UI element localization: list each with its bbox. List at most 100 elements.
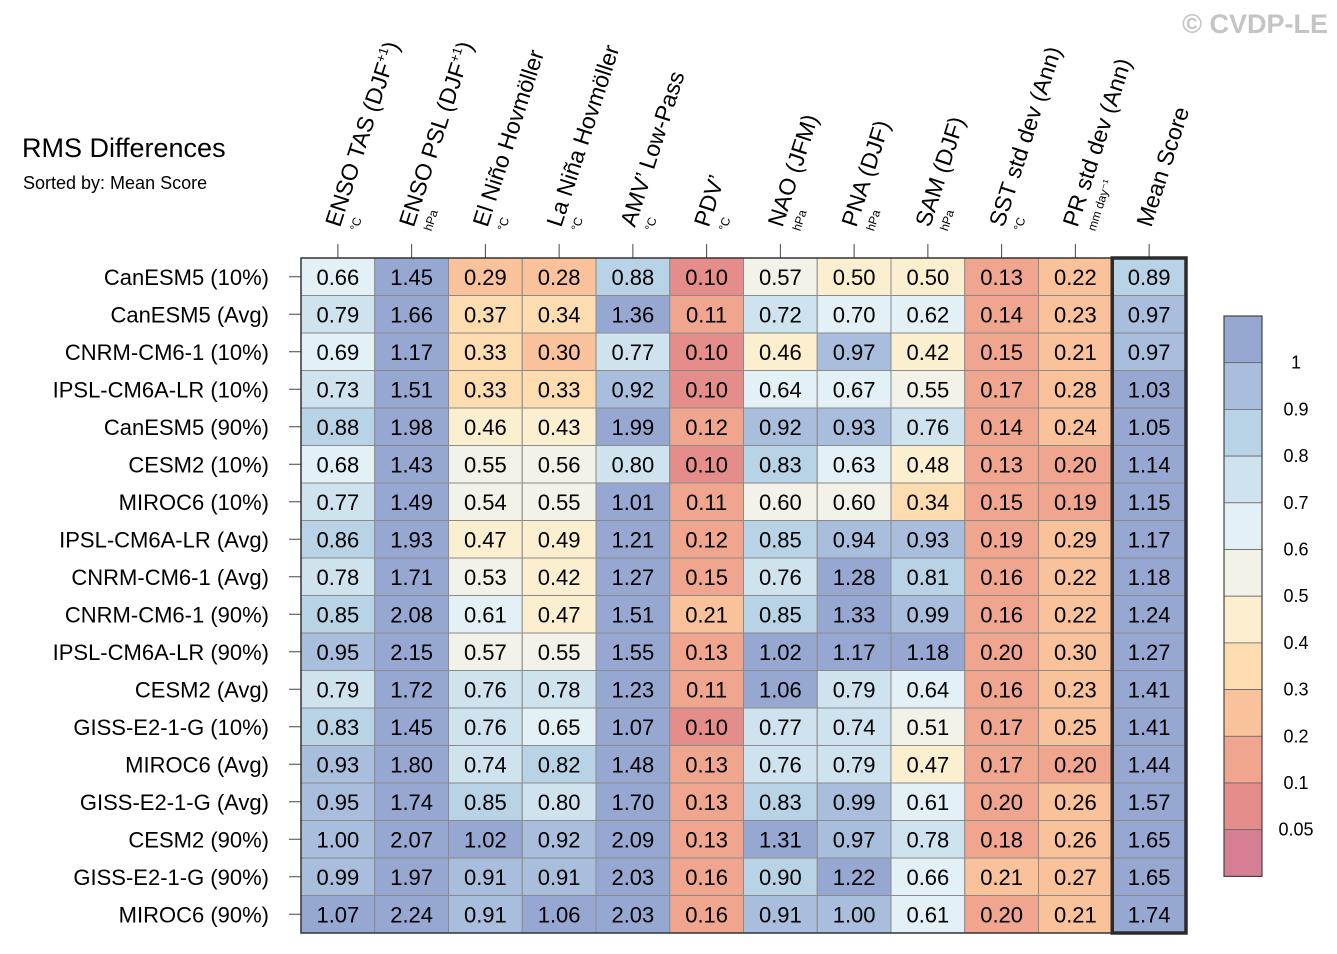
heatmap-cell: [374, 745, 449, 784]
column-label: PNA (DJF): [836, 117, 895, 230]
heatmap-cell: [1038, 707, 1113, 746]
cell-value: 0.10: [685, 715, 728, 740]
mean-score-highlight: [1110, 256, 1188, 935]
cell-value: 0.76: [759, 565, 802, 590]
column-unit: °C: [347, 215, 365, 232]
cell-value: 1.27: [1128, 640, 1171, 665]
heatmap-cell: [669, 482, 744, 521]
cell-value: 0.15: [685, 565, 728, 590]
chart-subtitle: Sorted by: Mean Score: [23, 173, 207, 193]
cell-value: 0.61: [464, 602, 507, 627]
heatmap-cell: [521, 707, 597, 746]
cell-value: 1.43: [390, 452, 433, 477]
cell-value: 0.20: [1054, 752, 1097, 777]
cell-value: 0.74: [464, 752, 507, 777]
column-label-text: La Niña Hovmöller: [541, 41, 624, 229]
column-header: PDV’°C: [689, 172, 734, 233]
cell-value: 1.02: [759, 640, 802, 665]
heatmap-cell: [300, 407, 376, 446]
cell-value: 0.10: [685, 340, 728, 365]
cell-value: 0.51: [906, 715, 949, 740]
cell-value: 0.12: [685, 527, 728, 552]
cell-value: 0.97: [1128, 340, 1171, 365]
column-unit: °C: [495, 215, 513, 232]
cell-value: 0.55: [538, 490, 581, 515]
heatmap-cell: [964, 370, 1039, 409]
cell-value: 1.33: [833, 602, 876, 627]
heatmap-cell: [669, 782, 744, 821]
cell-value: 0.55: [906, 377, 949, 402]
cell-value: 0.68: [316, 452, 359, 477]
heatmap-cell: [448, 557, 523, 596]
cell-value: 0.89: [1128, 265, 1171, 290]
heatmap-cell: [374, 520, 449, 559]
heatmap-cell: [816, 557, 892, 596]
cell-value: 0.17: [980, 752, 1023, 777]
heatmap-cell: [374, 595, 449, 634]
cell-value: 1.07: [316, 902, 359, 927]
cell-value: 1.66: [390, 302, 433, 327]
colorbar-label: 0.8: [1283, 446, 1308, 466]
cell-value: 0.79: [833, 752, 876, 777]
row-label: GISS-E2-1-G (90%): [73, 865, 269, 890]
cell-value: 0.77: [316, 490, 359, 515]
heatmap-cell: [669, 707, 744, 746]
heatmap-cell: [816, 482, 892, 521]
cell-value: 0.55: [538, 640, 581, 665]
heatmap-cell: [964, 595, 1039, 634]
cell-value: 0.63: [833, 452, 876, 477]
cell-value: 0.17: [980, 715, 1023, 740]
column-unit: °C: [568, 215, 586, 232]
heatmap-cell: [1038, 857, 1113, 896]
heatmap-cell: [1038, 670, 1113, 709]
cell-value: 1.31: [759, 827, 802, 852]
column-headers: ENSO TAS (DJF+1)°C ENSO PSL (DJF+1)hPa El …: [320, 38, 1194, 258]
cell-value: 0.13: [685, 640, 728, 665]
heatmap-cell: [374, 782, 449, 821]
heatmap-cell: [448, 782, 523, 821]
cell-value: 0.11: [686, 490, 727, 515]
cell-value: 1.14: [1128, 452, 1171, 477]
cell-value: 0.57: [759, 265, 802, 290]
colorbar-swatch: [1223, 408, 1263, 457]
row-label: CNRM-CM6-1 (Avg): [71, 565, 269, 590]
heatmap-cell: [890, 370, 966, 409]
cell-value: 1.23: [611, 677, 654, 702]
heatmap-cell: [743, 257, 818, 296]
cell-value: 0.22: [1054, 565, 1097, 590]
cell-value: 0.74: [833, 715, 876, 740]
heatmap-cell: [521, 895, 597, 934]
cell-value: 1.18: [906, 640, 949, 665]
cell-value: 0.99: [906, 602, 949, 627]
cell-value: 1.80: [390, 752, 433, 777]
cell-value: 0.43: [538, 415, 581, 440]
cell-value: 0.61: [906, 902, 949, 927]
cell-value: 0.20: [980, 640, 1023, 665]
colorbar-label: 0.4: [1283, 633, 1308, 653]
colorbar-swatch: [1223, 595, 1263, 644]
cell-value: 0.30: [538, 340, 581, 365]
cell-value: 0.92: [759, 415, 802, 440]
cell-value: 0.72: [759, 302, 802, 327]
heatmap-cell: [595, 370, 671, 409]
cell-value: 0.78: [538, 677, 581, 702]
heatmap-cell: [964, 707, 1039, 746]
cell-value: 0.78: [906, 827, 949, 852]
cell-value: 2.08: [390, 602, 433, 627]
cell-value: 0.76: [464, 677, 507, 702]
colorbar-swatch: [1223, 502, 1263, 550]
heatmap-cell: [816, 407, 892, 446]
heatmap-cell: [816, 332, 892, 371]
heatmap-cell: [1038, 820, 1113, 859]
column-header: SAM (DJF)hPa: [910, 113, 970, 232]
cell-value: 0.34: [538, 302, 581, 327]
heatmap-cell: [669, 407, 744, 446]
cell-value: 1.00: [833, 902, 876, 927]
cell-value: 0.77: [759, 715, 802, 740]
cell-value: 0.10: [685, 452, 728, 477]
row-label: GISS-E2-1-G (10%): [73, 715, 269, 740]
heatmap-cell: [521, 520, 597, 559]
cell-value: 0.97: [833, 340, 876, 365]
row-labels: CanESM5 (10%) CanESM5 (Avg) CNRM-CM6-1 (10…: [53, 265, 301, 927]
row-label: IPSL-CM6A-LR (Avg): [59, 527, 269, 552]
